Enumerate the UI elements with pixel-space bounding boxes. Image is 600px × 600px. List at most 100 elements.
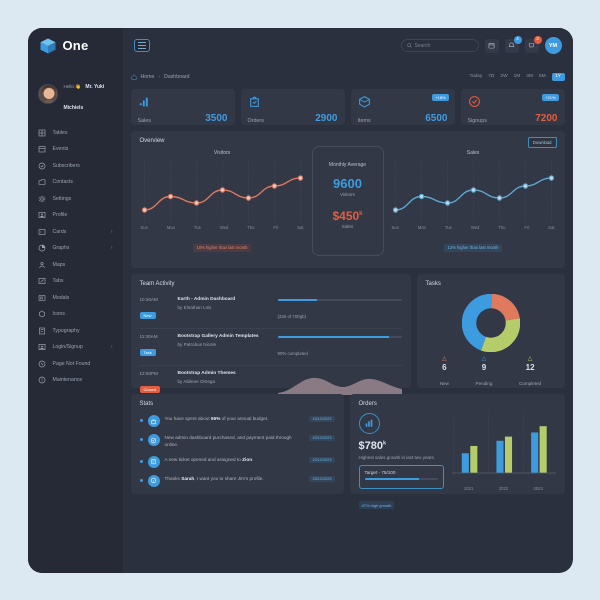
bell-icon[interactable]: 4 [504, 35, 522, 53]
activity-row[interactable]: 10:30AM New Earth - Admin Dashboard by Elna… [139, 292, 402, 329]
filter-active[interactable]: 1Y [551, 72, 565, 81]
sidebar-item-page-not-found[interactable]: Page Not Found [28, 356, 123, 373]
stat-card-sales[interactable]: Sales 3500 [130, 88, 235, 125]
sidebar-item-maps[interactable]: Maps [28, 257, 123, 274]
cart-icon[interactable]: 3 [524, 35, 542, 53]
sidebar-item-graphs[interactable]: Graphs › [28, 240, 123, 257]
search-placeholder: Search [414, 42, 431, 49]
brand-logo[interactable]: One [27, 27, 123, 64]
stat-card-badge: +21% [542, 93, 559, 101]
stats-text: You have spent about 65% of your annual … [165, 415, 305, 423]
activity-progress-bar [277, 298, 402, 301]
tasks-panel: Tasks △ 6 New △ 9 Pending △ 12 Completed [416, 273, 565, 390]
filter-today[interactable]: Today [469, 74, 483, 79]
pie-icon [38, 244, 46, 252]
filter-6m[interactable]: 6M [538, 74, 546, 79]
task-legend-item: △ 9 Pending [476, 355, 493, 390]
orders-title: Orders [358, 400, 377, 407]
chevron-right-icon: › [110, 245, 113, 252]
sidebar-item-subscribers[interactable]: Subscribers [28, 158, 123, 175]
filter-3m[interactable]: 3M [526, 74, 533, 79]
warning-icon [38, 376, 46, 384]
orders-amount: $780k [359, 440, 444, 452]
avatar[interactable]: YM [544, 37, 562, 54]
orders-amount-unit: k [382, 439, 387, 446]
sales-annotation: 12% higher than last month [443, 243, 503, 252]
tasks-title: Tasks [425, 280, 441, 287]
sidebar-item-label: Maintenance [52, 377, 83, 384]
stat-card-signups[interactable]: +21% Signups 7200 [460, 88, 565, 125]
profile-greeting: Hello 👋 [63, 83, 81, 89]
activity-tag: Closed [139, 385, 160, 393]
sidebar-item-typography[interactable]: Typography [28, 323, 123, 340]
filter-2w[interactable]: 2W [500, 74, 508, 79]
stats-text-after: , I want you to share Jim's profile. [194, 475, 264, 481]
sidebar-item-cards[interactable]: Cards › [28, 224, 123, 241]
orders-amount-value: $780 [358, 439, 383, 452]
x-tick-label: Sat [297, 224, 304, 230]
timeline-dot [139, 478, 143, 482]
sidebar-item-settings[interactable]: Settings [28, 191, 123, 208]
stats-date: 20/12/2023 [309, 435, 335, 441]
sidebar-profile[interactable]: Hello 👋 Mr. Yuki Michiels [28, 69, 123, 125]
sidebar-item-maintenance[interactable]: Maintenance [28, 372, 123, 389]
task-count: 12 [525, 362, 535, 372]
stat-card-label: Items [357, 117, 371, 124]
sidebar: Hello 👋 Mr. Yuki Michiels Tables Events Su… [27, 63, 123, 573]
calendar-icon[interactable] [484, 38, 499, 53]
bar [495, 440, 504, 473]
x-tick-label: Wed [470, 224, 480, 230]
gear-icon [38, 195, 46, 203]
hamburger-icon[interactable] [133, 39, 150, 52]
stats-row[interactable]: New admin dashboard purchased, and payme… [139, 431, 335, 453]
stats-row[interactable]: You have spent about 65% of your annual … [139, 412, 335, 431]
sidebar-item-contacts[interactable]: Contacts [28, 174, 123, 191]
activity-time: 10:30AM [139, 296, 158, 302]
sidebar-item-events[interactable]: Events [28, 141, 123, 158]
stats-list: You have spent about 65% of your annual … [131, 407, 344, 494]
stats-row[interactable]: Ora Mahoney, has completed the design of… [140, 490, 335, 493]
orders-bar-chart: 2021 2022 2023 [451, 412, 556, 512]
x-tick-label: Mon [166, 224, 175, 230]
sidebar-item-login-signup[interactable]: Login/Signup › [28, 339, 123, 356]
card-icon [38, 228, 46, 236]
team-activity-list: 10:30AM New Earth - Admin Dashboard by Elna… [131, 287, 411, 405]
home-icon[interactable] [131, 73, 137, 80]
monthly-sales-unit: k [359, 210, 363, 217]
stats-row[interactable]: A new ticket opened and assigned to Zion… [139, 452, 335, 471]
sidebar-item-tables[interactable]: Tables [28, 125, 123, 142]
breadcrumb-home[interactable]: Home [140, 73, 155, 80]
sidebar-item-label: Profile [52, 212, 68, 219]
activity-row[interactable]: 11:30AM Task Bootstrap Gallery Admin Templ… [139, 329, 402, 366]
x-tick-label: 2021 [464, 485, 474, 491]
visitors-x-labels: Sun Mon Tue Wed Thu Fri Sat [139, 225, 306, 230]
activity-author: by Patrobus Nicole [177, 341, 217, 347]
sidebar-item-tabs[interactable]: Tabs [28, 273, 123, 290]
task-label: Pending [475, 380, 493, 386]
filter-7d[interactable]: 7D [488, 74, 495, 79]
monthly-sales-value: $450k [332, 209, 362, 223]
sidebar-item-profile[interactable]: Profile [28, 207, 123, 224]
orders-x-labels: 2021 2022 2023 [452, 486, 556, 491]
search-input[interactable]: Search [400, 39, 479, 52]
x-tick-label: 2023 [533, 485, 543, 491]
activity-tag: Task [139, 348, 156, 356]
activity-row[interactable]: 12:50PM Closed Bootstrap Admin Themes by Ab… [139, 366, 402, 405]
filter-1m[interactable]: 1M [513, 74, 521, 79]
stat-card-value: 3500 [205, 112, 228, 124]
stats-row[interactable]: Thanks Sarah, I want you to share Jim's … [139, 471, 335, 490]
download-button[interactable]: Download [527, 136, 557, 148]
box-icon [358, 95, 448, 109]
dashboard-window: One Search 4 [27, 27, 573, 573]
check-circle-icon [468, 95, 558, 109]
stat-card-items[interactable]: +18% Items 6500 [350, 88, 455, 125]
sidebar-item-icons[interactable]: Icons [28, 306, 123, 323]
stats-date: 22/12/2023 [309, 456, 335, 463]
x-tick-label: Wed [219, 224, 229, 230]
stat-card-orders[interactable]: Orders 2900 [240, 88, 345, 125]
folder-icon [38, 178, 46, 186]
sidebar-item-modals[interactable]: Modals [28, 290, 123, 307]
monthly-visitors-value: 9600 [333, 175, 362, 191]
sidebar-item-label: Page Not Found [52, 360, 91, 367]
task-label: Completed [518, 380, 542, 386]
